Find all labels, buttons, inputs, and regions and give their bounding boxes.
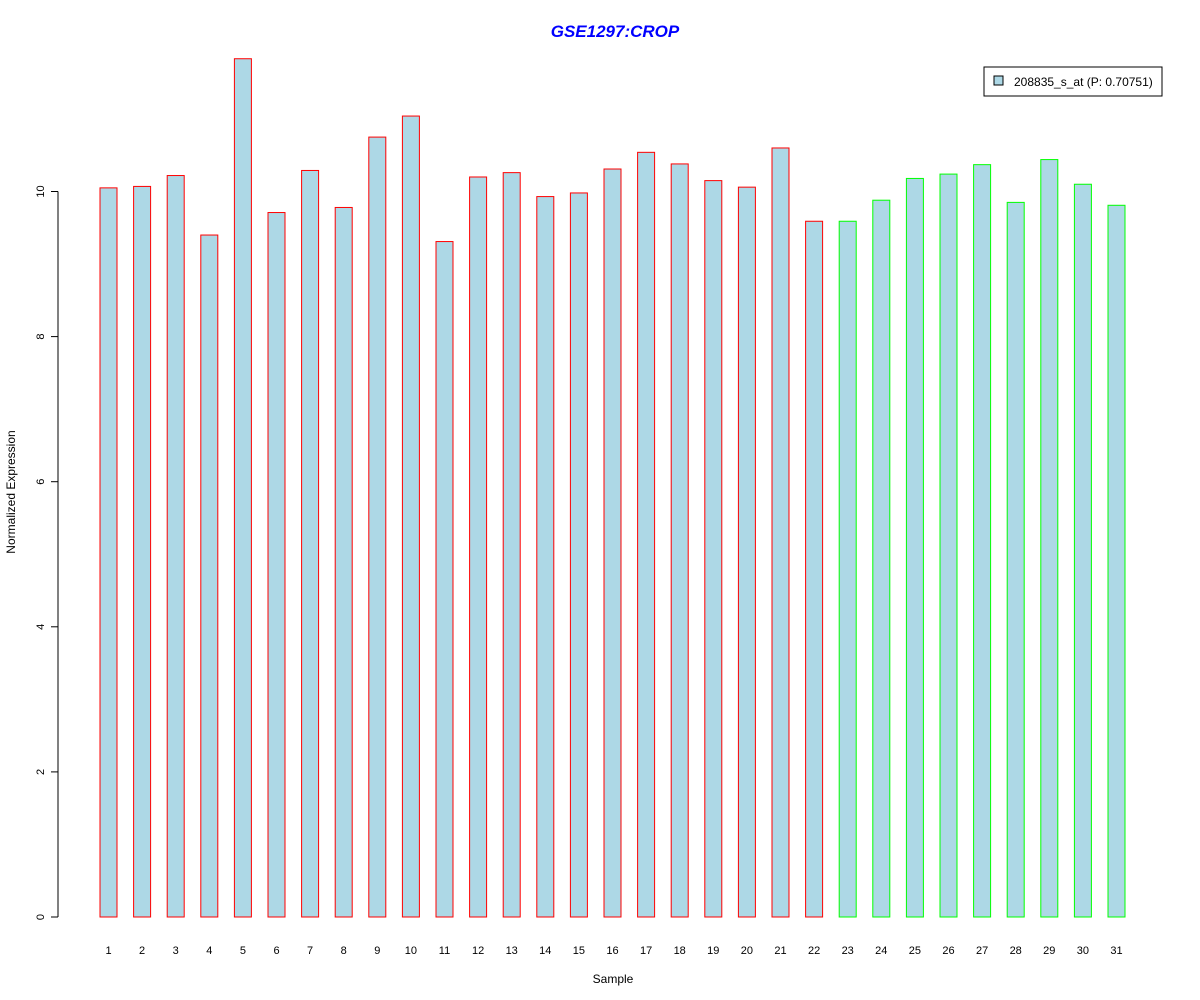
y-tick-label: 10	[35, 185, 47, 197]
bar-sample-15	[569, 192, 588, 918]
bar-sample-27	[973, 164, 992, 918]
x-tick-label: 11	[439, 945, 450, 957]
x-tick-label: 5	[240, 945, 246, 957]
bar-sample-9	[368, 136, 387, 918]
x-tick-label: 15	[573, 945, 585, 957]
x-tick-label: 3	[173, 945, 179, 957]
bar-sample-13	[502, 172, 521, 918]
bar-sample-20	[737, 186, 756, 918]
y-tick-label: 2	[35, 769, 47, 775]
bar-sample-23	[838, 220, 857, 918]
bar-sample-30	[1073, 183, 1092, 918]
bar-sample-5	[233, 58, 252, 918]
bar-sample-11	[435, 241, 454, 918]
bar-sample-3	[166, 175, 185, 918]
x-tick-label: 18	[674, 945, 686, 957]
bars	[99, 58, 1126, 918]
x-tick-label: 31	[1110, 945, 1122, 957]
x-tick-label: 27	[976, 945, 988, 957]
x-axis: 1 2 3 4 5 6 7 8 9 10 11 12 13 14 15 16 17 18 19 20 21 22 23 24 2…	[105, 945, 1122, 957]
x-tick-label: 16	[606, 945, 618, 957]
legend-box	[983, 66, 1163, 97]
y-tick-label: 4	[35, 624, 47, 630]
bar-sample-21	[771, 147, 790, 918]
x-tick-label: 12	[472, 945, 484, 957]
x-tick-label: 29	[1043, 945, 1055, 957]
bar-sample-19	[704, 180, 723, 918]
bar-sample-10	[401, 115, 420, 918]
x-tick-label: 25	[909, 945, 921, 957]
legend-label: 208835_s_at (P: 0.70751)	[1014, 75, 1153, 89]
bar-sample-6	[267, 212, 286, 918]
legend: 208835_s_at (P: 0.70751)	[983, 66, 1163, 97]
bar-sample-17	[637, 151, 656, 918]
x-tick-label: 24	[875, 945, 887, 957]
bar-sample-16	[603, 168, 622, 918]
x-tick-label: 13	[506, 945, 518, 957]
x-tick-label: 7	[307, 945, 313, 957]
x-tick-label: 19	[707, 945, 719, 957]
bar-sample-12	[469, 176, 488, 918]
y-tick-label: 8	[35, 334, 47, 340]
x-tick-label: 21	[774, 945, 786, 957]
bar-sample-8	[334, 206, 353, 918]
x-tick-label: 14	[539, 945, 551, 957]
x-tick-label: 28	[1010, 945, 1022, 957]
bar-sample-24	[872, 199, 891, 918]
x-tick-label: 26	[942, 945, 954, 957]
x-tick-label: 2	[139, 945, 145, 957]
bar-sample-2	[133, 185, 152, 918]
chart-title: GSE1297:CROP	[551, 22, 680, 41]
x-tick-label: 10	[405, 945, 417, 957]
x-tick-label: 1	[105, 945, 111, 957]
x-tick-label: 8	[341, 945, 347, 957]
bar-sample-31	[1107, 204, 1126, 918]
x-tick-label: 30	[1077, 945, 1089, 957]
bar-sample-26	[939, 173, 958, 918]
y-tick-label: 0	[35, 914, 47, 920]
bar-sample-7	[301, 169, 320, 918]
x-tick-label: 6	[273, 945, 279, 957]
x-tick-label: 20	[741, 945, 753, 957]
bar-sample-18	[670, 163, 689, 918]
bar-sample-29	[1040, 159, 1059, 918]
bar-sample-28	[1006, 201, 1025, 918]
bar-sample-14	[536, 196, 555, 918]
y-tick-label: 6	[35, 479, 47, 485]
bar-sample-4	[200, 234, 219, 918]
x-tick-label: 4	[206, 945, 212, 957]
x-tick-label: 9	[374, 945, 380, 957]
y-axis-label: Normalized Expression	[4, 430, 18, 553]
bar-sample-1	[99, 187, 118, 918]
x-tick-label: 22	[808, 945, 820, 957]
bar-sample-25	[905, 177, 924, 918]
legend-swatch	[993, 75, 1004, 86]
bar-sample-22	[805, 220, 824, 918]
y-axis: 0 2 4 6 8 10	[35, 185, 59, 920]
x-tick-label: 17	[640, 945, 652, 957]
x-axis-label: Sample	[593, 972, 634, 986]
x-tick-label: 23	[842, 945, 854, 957]
